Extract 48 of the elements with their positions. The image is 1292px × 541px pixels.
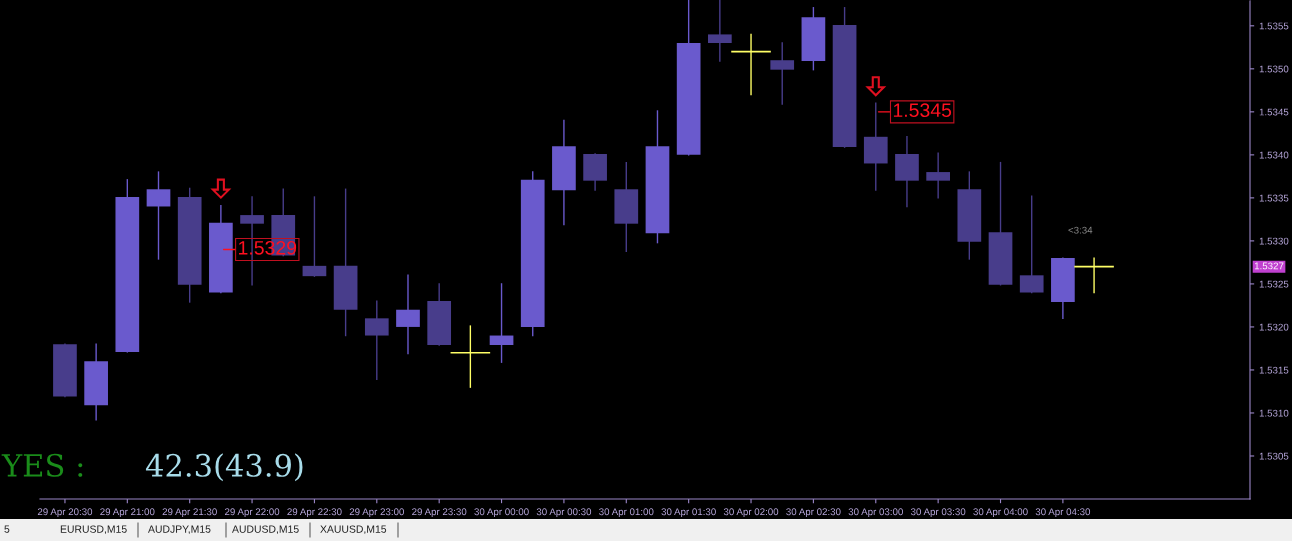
candlestick (926, 152, 950, 199)
x-tick-label: 29 Apr 22:00 (224, 508, 280, 518)
text: 5 (4, 525, 10, 533)
annotation: 1.5329 (239, 240, 297, 255)
x-tick-label: 30 Apr 00:30 (536, 508, 592, 518)
text: AUDUSD,M15 (232, 525, 299, 535)
x-tick-label: 30 Apr 02:00 (723, 508, 779, 518)
annotation: <3:34 (1068, 226, 1093, 234)
x-tick-label: 29 Apr 22:30 (287, 508, 342, 518)
x-tick-label: 29 Apr 21:30 (162, 508, 217, 518)
candlestick (707, 0, 732, 62)
x-tick-label: 29 Apr 23:00 (349, 508, 404, 518)
x-tick-label: 30 Apr 04:30 (1035, 508, 1091, 518)
y-tick-label: 1.5330 (1259, 237, 1289, 245)
annotation: 42.3(43.9) (145, 453, 303, 482)
y-tick-label: 1.5350 (1259, 65, 1289, 73)
x-tick-label: 30 Apr 01:00 (599, 508, 654, 518)
annotation: 1.5345 (893, 103, 952, 118)
candlestick (302, 196, 327, 277)
candlestick (489, 283, 514, 363)
y-tick-label: 1.5345 (1259, 108, 1289, 116)
candlestick (364, 300, 389, 381)
y-tick-label: 1.5305 (1259, 452, 1289, 460)
y-tick-label: 1.5315 (1259, 366, 1289, 374)
annotation: 1.5327 (1254, 262, 1284, 270)
text: EURUSD,M15 (60, 525, 127, 535)
text: AUDJPY,M15 (148, 525, 211, 535)
x-tick-label: 29 Apr 21:00 (100, 508, 155, 518)
x-tick-label: 30 Apr 04:00 (973, 508, 1028, 518)
y-tick-label: 1.5340 (1259, 151, 1289, 159)
x-tick-label: 29 Apr 23:30 (412, 508, 467, 518)
x-tick-label: 30 Apr 03:00 (848, 508, 903, 518)
candlestick (146, 171, 171, 260)
candlestick (396, 274, 420, 355)
x-tick-label: 30 Apr 02:30 (786, 508, 841, 518)
x-tick-label: 30 Apr 00:00 (474, 508, 529, 518)
annotation: YES : (1, 453, 83, 477)
x-tick-label: 30 Apr 01:30 (661, 508, 716, 518)
y-tick-label: 1.5310 (1259, 409, 1289, 417)
x-tick-label: 29 Apr 20:30 (37, 508, 93, 518)
candlestick (1019, 195, 1044, 294)
candlestick (770, 42, 795, 105)
y-tick-label: 1.5335 (1259, 194, 1289, 202)
y-tick-label: 1.5355 (1259, 22, 1289, 30)
y-tick-label: 1.5320 (1259, 323, 1289, 331)
x-tick-label: 30 Apr 03:30 (910, 508, 966, 518)
text: XAUUSD,M15 (320, 525, 387, 535)
y-tick-label: 1.5325 (1259, 280, 1289, 288)
